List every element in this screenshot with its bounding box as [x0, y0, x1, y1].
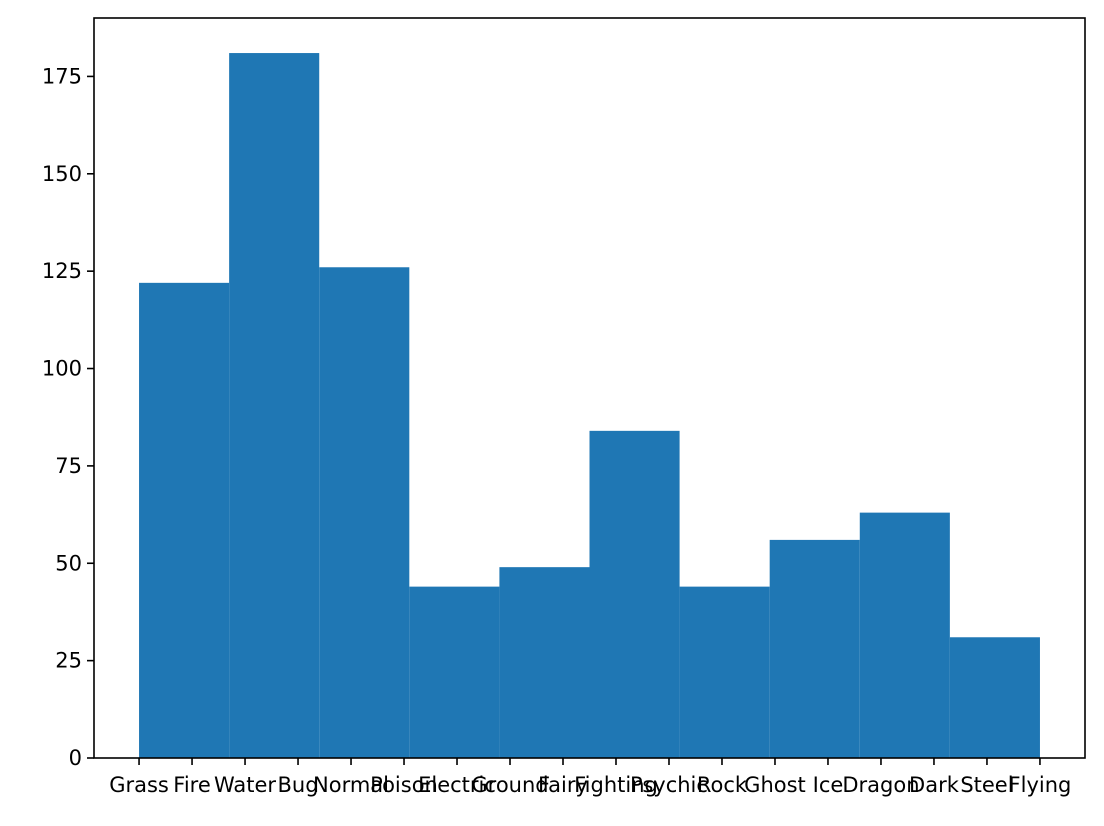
bar-10	[949, 637, 1040, 758]
bar-7	[679, 586, 770, 758]
x-tick-label-fairy: Fairy	[538, 773, 588, 797]
bar-8	[769, 539, 860, 758]
bar-9	[859, 512, 950, 758]
bar-5	[499, 567, 590, 758]
y-tick-label: 50	[55, 551, 82, 575]
plot-frame	[93, 17, 1086, 759]
y-tick-label: 25	[55, 649, 82, 673]
x-axis: Grass Fire Water BugNormalPoisonElectricGro…	[109, 758, 1071, 797]
x-tick-label-electric: Electric	[418, 773, 496, 797]
bar-3	[319, 267, 410, 758]
x-tick-label-flying: Flying	[1009, 773, 1072, 797]
x-tick-label-psychic: Psychic	[630, 773, 708, 797]
x-tick-label-normal: Normal	[313, 773, 389, 797]
y-tick-label: 175	[42, 64, 82, 88]
bar-2	[229, 53, 320, 759]
y-tick-label: 100	[42, 357, 82, 381]
x-tick-label-ghost: Ghost	[744, 773, 806, 797]
x-tick-label-dark: Dark	[909, 773, 960, 797]
x-tick-label-ice: Ice	[813, 773, 844, 797]
bars-group	[139, 53, 1040, 759]
y-tick-label: 150	[42, 162, 82, 186]
bar-6	[589, 430, 680, 758]
y-axis: 0 25 50 75 100 125 150 175	[42, 64, 94, 770]
x-tick-label-grass: Grass	[109, 773, 169, 797]
bar-1	[139, 282, 230, 758]
x-tick-label-fire: Fire	[173, 773, 210, 797]
x-tick-label-ground: Ground	[471, 773, 548, 797]
y-tick-label: 0	[69, 746, 82, 770]
x-tick-label-steel: Steel	[960, 773, 1013, 797]
y-tick-label: 75	[55, 454, 82, 478]
x-tick-label-poison: Poison	[370, 773, 438, 797]
x-tick-label-rock: Rock	[697, 773, 748, 797]
x-tick-label-fighting: Fighting	[574, 773, 658, 797]
x-tick-label-dragon: Dragon	[842, 773, 919, 797]
bar-4	[409, 586, 500, 758]
x-tick-label-bug: Bug	[278, 773, 319, 797]
x-tick-label-water: Water	[214, 773, 276, 797]
y-tick-label: 125	[42, 259, 82, 283]
